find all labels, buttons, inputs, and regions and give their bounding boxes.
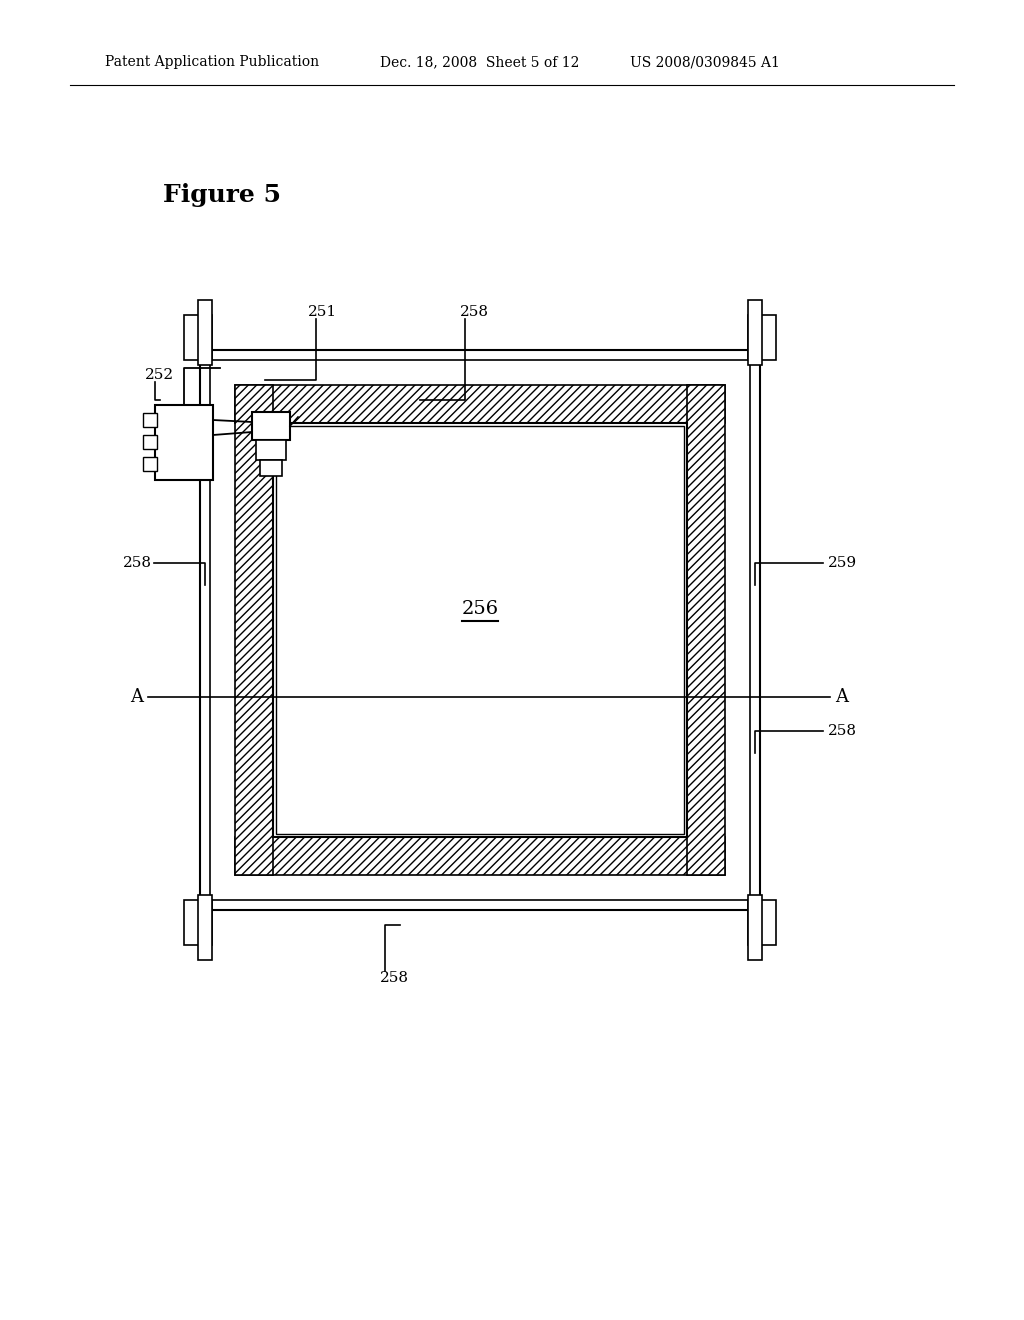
Bar (234, 385, 725, 422)
Bar (155, 405, 213, 480)
Bar (143, 436, 157, 449)
Bar (210, 360, 750, 900)
Text: Figure 5: Figure 5 (163, 183, 281, 207)
Bar (748, 300, 762, 366)
Bar (184, 315, 212, 360)
Bar (198, 895, 212, 960)
Text: 253: 253 (300, 411, 329, 424)
Text: A: A (835, 688, 848, 706)
Bar (260, 459, 282, 477)
Bar (748, 895, 762, 960)
Text: 258: 258 (460, 305, 489, 319)
Text: 258: 258 (123, 556, 152, 570)
Text: 251: 251 (308, 305, 337, 319)
Text: 252: 252 (145, 368, 174, 381)
Bar (198, 300, 212, 366)
Bar (748, 900, 776, 945)
Bar (273, 422, 687, 837)
Text: A: A (130, 688, 143, 706)
Bar (252, 412, 290, 440)
Text: US 2008/0309845 A1: US 2008/0309845 A1 (630, 55, 780, 69)
Bar (234, 837, 725, 875)
Text: 256: 256 (462, 601, 499, 618)
Text: 258: 258 (828, 723, 857, 738)
Bar (687, 385, 725, 875)
Bar (276, 426, 684, 834)
Bar (200, 350, 760, 909)
Bar (256, 440, 286, 459)
Text: Patent Application Publication: Patent Application Publication (105, 55, 319, 69)
Bar (234, 385, 273, 875)
Bar (748, 315, 776, 360)
Text: Dec. 18, 2008  Sheet 5 of 12: Dec. 18, 2008 Sheet 5 of 12 (380, 55, 580, 69)
Text: 259: 259 (828, 556, 857, 570)
Text: 258: 258 (380, 972, 409, 985)
Bar (143, 413, 157, 426)
Bar (184, 900, 212, 945)
Bar (143, 457, 157, 471)
